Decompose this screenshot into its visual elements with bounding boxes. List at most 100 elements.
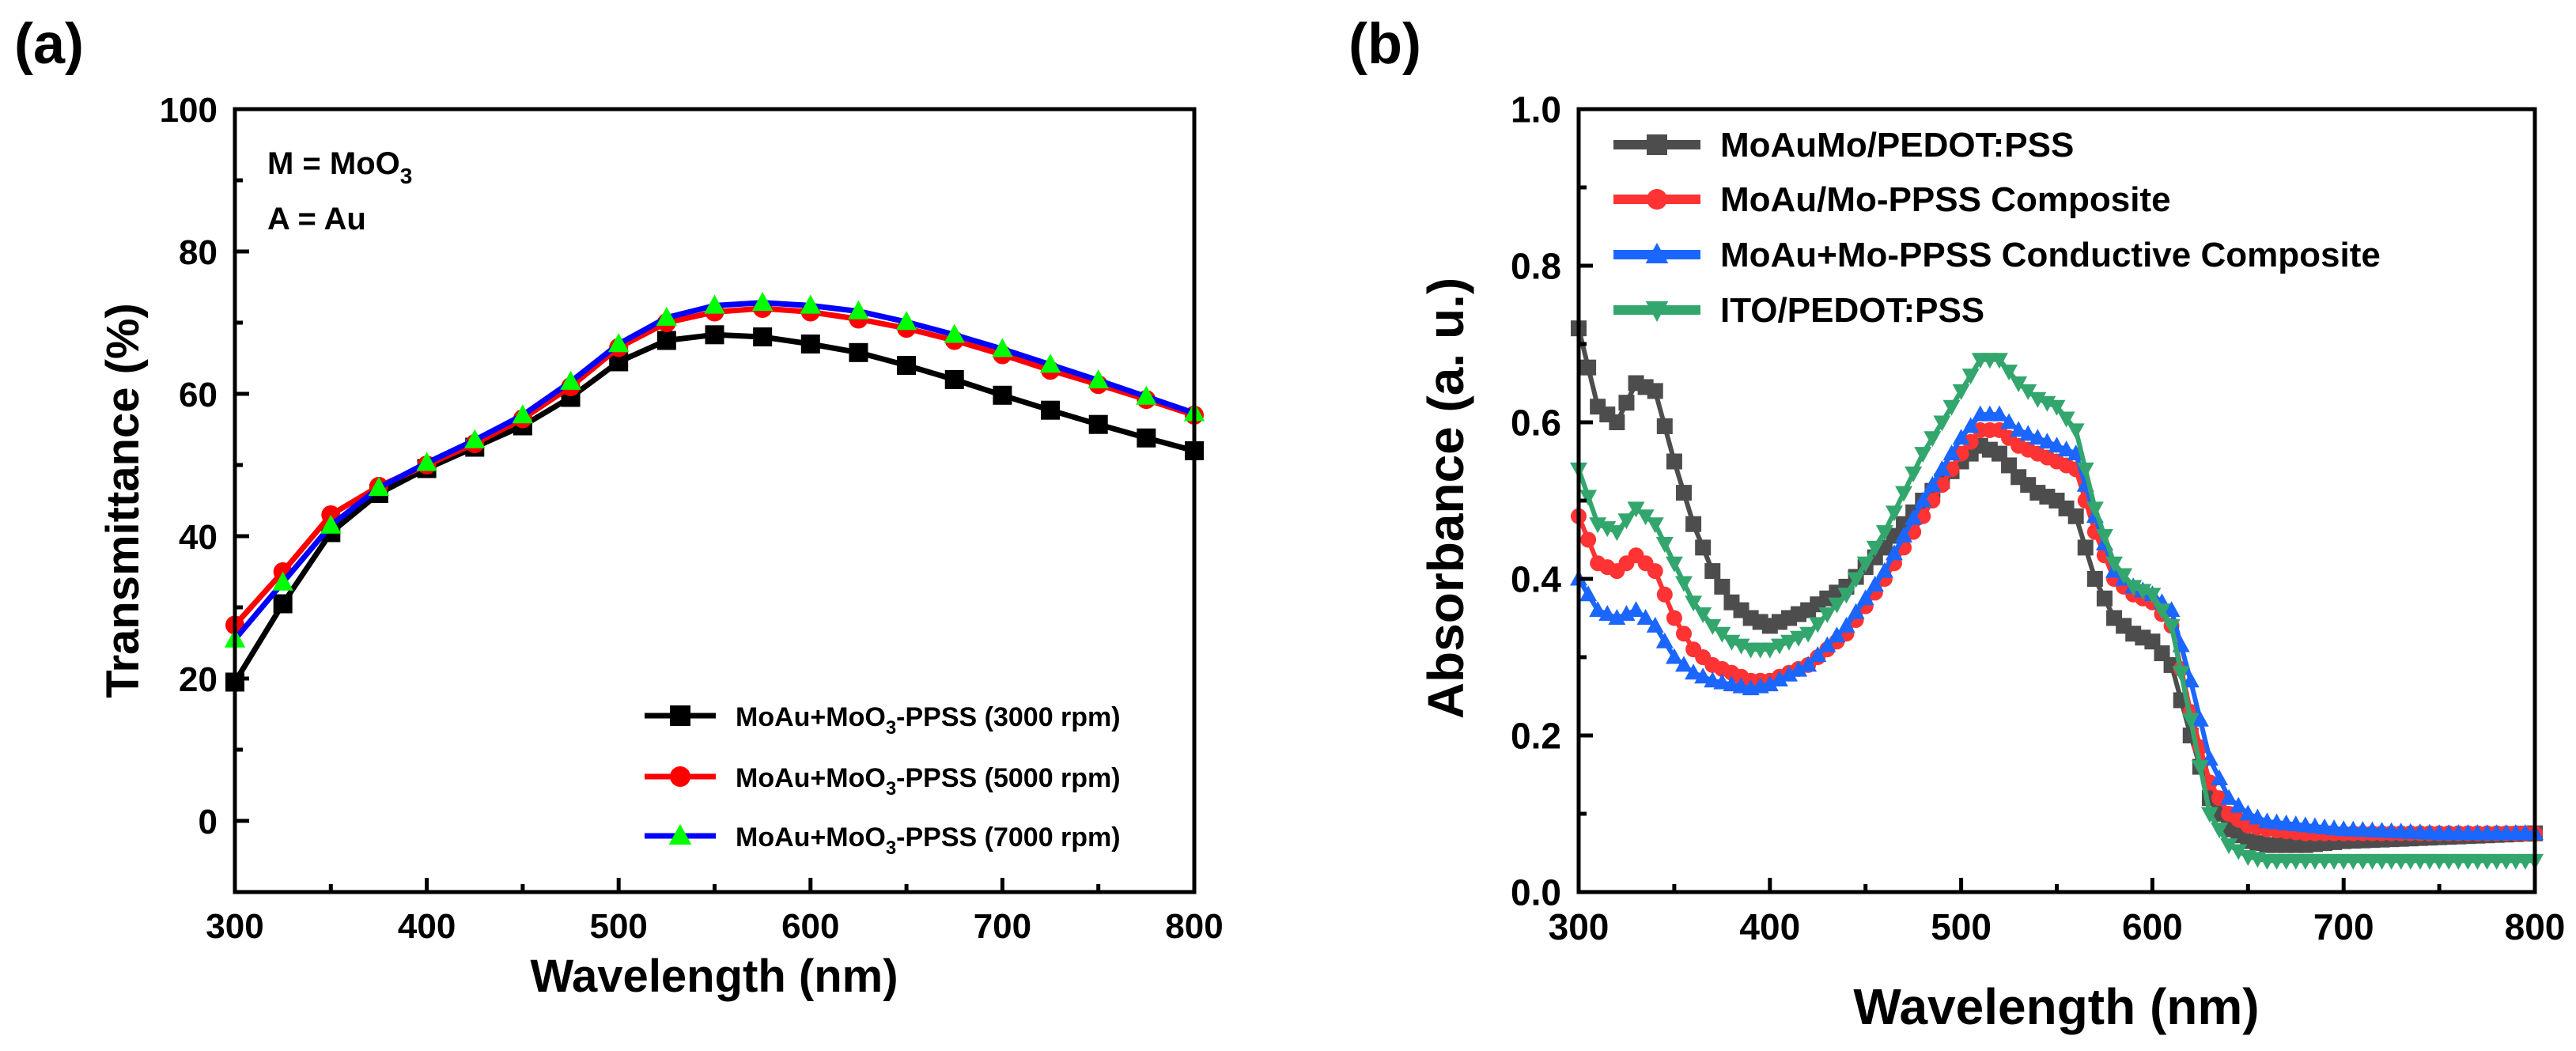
legend-item-2: MoAu/Mo-PPSS Composite [1613,180,2171,219]
data-point [849,342,868,362]
legend-label-subscript: 3 [886,717,896,739]
panel-a: (a) 300 400 500 600 700 800 0 20 40 60 80 100 Wavel… [14,13,1224,1002]
data-point [751,292,774,311]
legend-label: MoAu+MoO3-PPSS (3000 rpm) [736,702,1121,739]
data-point [1579,490,1598,506]
data-point [1694,607,1712,624]
data-point [1856,589,1874,606]
data-point [2038,433,2056,449]
data-point [1923,475,1942,492]
data-point [1905,508,1923,525]
series-3 [224,292,1205,648]
data-point [1885,544,1903,561]
data-point [1818,607,1836,624]
data-point [1617,513,1636,530]
panel-a-ticks: 300 400 500 600 700 800 0 20 40 60 80 100 [160,91,1224,946]
legend-item-2: MoAu+MoO3-PPSS (5000 rpm) [645,763,1121,800]
panel-a-series [224,292,1205,692]
data-point [1636,509,1655,526]
data-point [1790,660,1808,677]
data-point [2096,590,2113,607]
data-point [2220,788,2238,805]
data-point [1952,429,1970,445]
data-point [1136,385,1157,405]
legend-label: MoAu/Mo-PPSS Composite [1720,180,2171,219]
y-tick-label: 0.6 [1511,403,1561,444]
data-point [800,294,821,314]
data-point [1770,670,1788,686]
data-point [2239,804,2257,821]
data-point [1828,626,1846,643]
data-point [368,477,390,496]
legend-label-rest: -PPSS (7000 rpm) [896,822,1120,853]
legend-marker [1647,189,1667,210]
data-point [320,514,342,534]
data-point [1875,561,1893,578]
data-point [273,594,293,614]
series-line [233,300,1196,641]
data-point [1847,572,1865,588]
data-point [1714,578,1731,595]
panel-a-annotation-m: M = MoO3 [267,146,412,188]
panel-a-annotation-a: A = Au [267,202,366,236]
legend-marker [1645,243,1669,264]
data-point [2181,671,2200,688]
data-point [753,327,773,346]
data-point [1961,369,1980,385]
data-point [1933,415,1951,432]
x-tick-label: 700 [974,907,1031,946]
series-4 [1570,353,2544,870]
legend-label: MoAu+Mo-PPSS Conductive Composite [1720,236,2381,274]
x-tick-label: 600 [781,907,839,946]
data-point [272,571,293,591]
legend-label-rest: -PPSS (5000 rpm) [896,763,1120,793]
data-point [2211,822,2229,839]
data-point [2019,384,2037,400]
data-point [1809,646,1827,663]
data-point [1770,638,1788,655]
data-point [1655,632,1674,648]
data-point [1799,656,1818,672]
legend-label-main: MoAu+MoO [736,822,886,853]
data-point [2086,571,2103,587]
legend-label: MoAuMo/PEDOT:PSS [1720,126,2074,164]
legend-item-3: MoAu+MoO3-PPSS (7000 rpm) [645,822,1121,859]
data-point [1627,501,1645,518]
data-point [1646,616,1664,633]
data-point [1905,466,1923,482]
data-point [1646,517,1664,534]
data-point [1914,491,1932,508]
y-tick-label: 20 [179,660,218,699]
data-point [2095,529,2113,546]
data-point [656,306,678,326]
series-2 [225,299,1204,635]
x-tick-label: 700 [2313,906,2374,947]
data-point [1866,575,1884,592]
data-point [992,338,1013,357]
data-point [2153,603,2171,620]
x-tick-label: 600 [2122,906,2183,947]
data-point [2143,588,2162,604]
data-point [1685,516,1702,532]
panel-a-label: (a) [14,13,84,76]
data-point [1933,459,1951,476]
data-point [1990,405,2008,422]
data-point [1704,563,1721,580]
data-point [1799,626,1818,643]
y-tick-label: 0.4 [1511,559,1561,600]
data-point [1914,447,1932,463]
panel-b-x-axis-title: Wavelength (nm) [1853,978,2259,1035]
series-1 [225,325,1204,692]
y-tick-label: 40 [179,518,218,557]
y-tick-label: 1.0 [1511,89,1561,130]
x-tick-label: 400 [398,907,456,946]
data-point [993,385,1012,405]
data-point [2029,429,2047,445]
y-tick-label: 0.8 [1511,246,1561,287]
data-point [1780,665,1798,682]
legend-marker [670,705,690,726]
data-point [1961,417,1980,433]
data-point [1856,556,1874,573]
data-point [1589,601,1607,618]
panel-b-legend: MoAuMo/PEDOT:PSS MoAu/Mo-PPSS Composite Mo… [1613,126,2381,330]
